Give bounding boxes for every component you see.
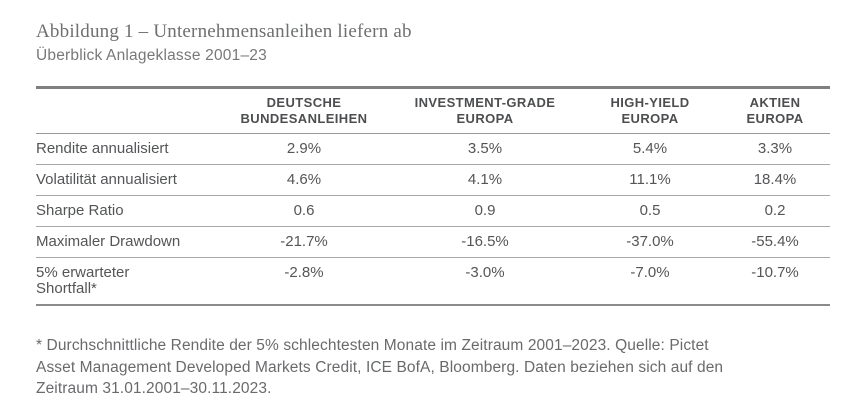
footnote-line: Asset Management Developed Markets Credi… <box>36 358 724 376</box>
cell-value: -16.5% <box>390 226 580 258</box>
cell-value: -7.0% <box>630 264 670 281</box>
cell-value: 4.1% <box>390 164 580 196</box>
figure-subtitle: Überblick Anlageklasse 2001–23 <box>36 47 267 64</box>
table-row: 5% erwarteter Shortfall* -2.8% -3.0% -7.… <box>36 258 830 306</box>
cell-value: 3.5% <box>390 133 580 165</box>
cell-value: 4.6% <box>218 164 390 196</box>
table-header-row: DEUTSCHE BUNDESANLEIHEN INVESTMENT-GRADE… <box>36 87 830 134</box>
cell-value: 18.4% <box>720 164 830 196</box>
table-body: Rendite annualisiert 2.9% 3.5% 5.4% 3.3%… <box>36 133 830 306</box>
cell-value: 0.9 <box>390 195 580 227</box>
table-row: Volatilität annualisiert 4.6% 4.1% 11.1%… <box>36 164 830 196</box>
table-row: Maximaler Drawdown -21.7% -16.5% -37.0% … <box>36 226 830 258</box>
cell-value: 0.2 <box>720 195 830 227</box>
footnote-line: * Durchschnittliche Rendite der 5% schle… <box>36 337 709 354</box>
table-row: Sharpe Ratio 0.6 0.9 0.5 0.2 <box>36 195 830 227</box>
cell-value: -37.0% <box>580 226 720 258</box>
row-label-volatilitaet: Volatilität annualisiert <box>36 164 218 196</box>
table-row: Rendite annualisiert 2.9% 3.5% 5.4% 3.3% <box>36 133 830 165</box>
footnote-line: Zeitraum 31.01.2001–30.11.2023. <box>36 380 272 397</box>
cell-value: -3.0% <box>465 264 505 281</box>
asset-class-table: DEUTSCHE BUNDESANLEIHEN INVESTMENT-GRADE… <box>36 86 830 306</box>
row-label-drawdown: Maximaler Drawdown <box>36 226 218 258</box>
cell-value: -10.7% <box>751 264 799 281</box>
cell-value: 0.5 <box>580 195 720 227</box>
cell-value: -55.4% <box>720 226 830 258</box>
cell-value: 2.9% <box>218 133 390 165</box>
cell-value: 5.4% <box>580 133 720 165</box>
footnote: * Durchschnittliche Rendite der 5% schle… <box>36 335 830 400</box>
cell-value: 0.6 <box>218 195 390 227</box>
row-label-shortfall: 5% erwarteter Shortfall* <box>36 264 130 297</box>
column-header-bundesanleihen: DEUTSCHE BUNDESANLEIHEN <box>218 87 390 134</box>
column-header-high-yield: HIGH-YIELD EUROPA <box>580 87 720 134</box>
cell-value: 11.1% <box>580 164 720 196</box>
cell-value: 3.3% <box>720 133 830 165</box>
cell-value: -21.7% <box>218 226 390 258</box>
column-header-empty <box>36 87 218 134</box>
column-header-investment-grade: INVESTMENT-GRADE EUROPA <box>390 87 580 134</box>
row-label-sharpe-ratio: Sharpe Ratio <box>36 195 218 227</box>
cell-value: -2.8% <box>284 264 324 281</box>
figure-title: Abbildung 1 – Unternehmensanleihen liefe… <box>36 21 412 42</box>
table-header: DEUTSCHE BUNDESANLEIHEN INVESTMENT-GRADE… <box>36 87 830 134</box>
column-header-aktien: AKTIEN EUROPA <box>720 87 830 134</box>
row-label-rendite: Rendite annualisiert <box>36 133 218 165</box>
